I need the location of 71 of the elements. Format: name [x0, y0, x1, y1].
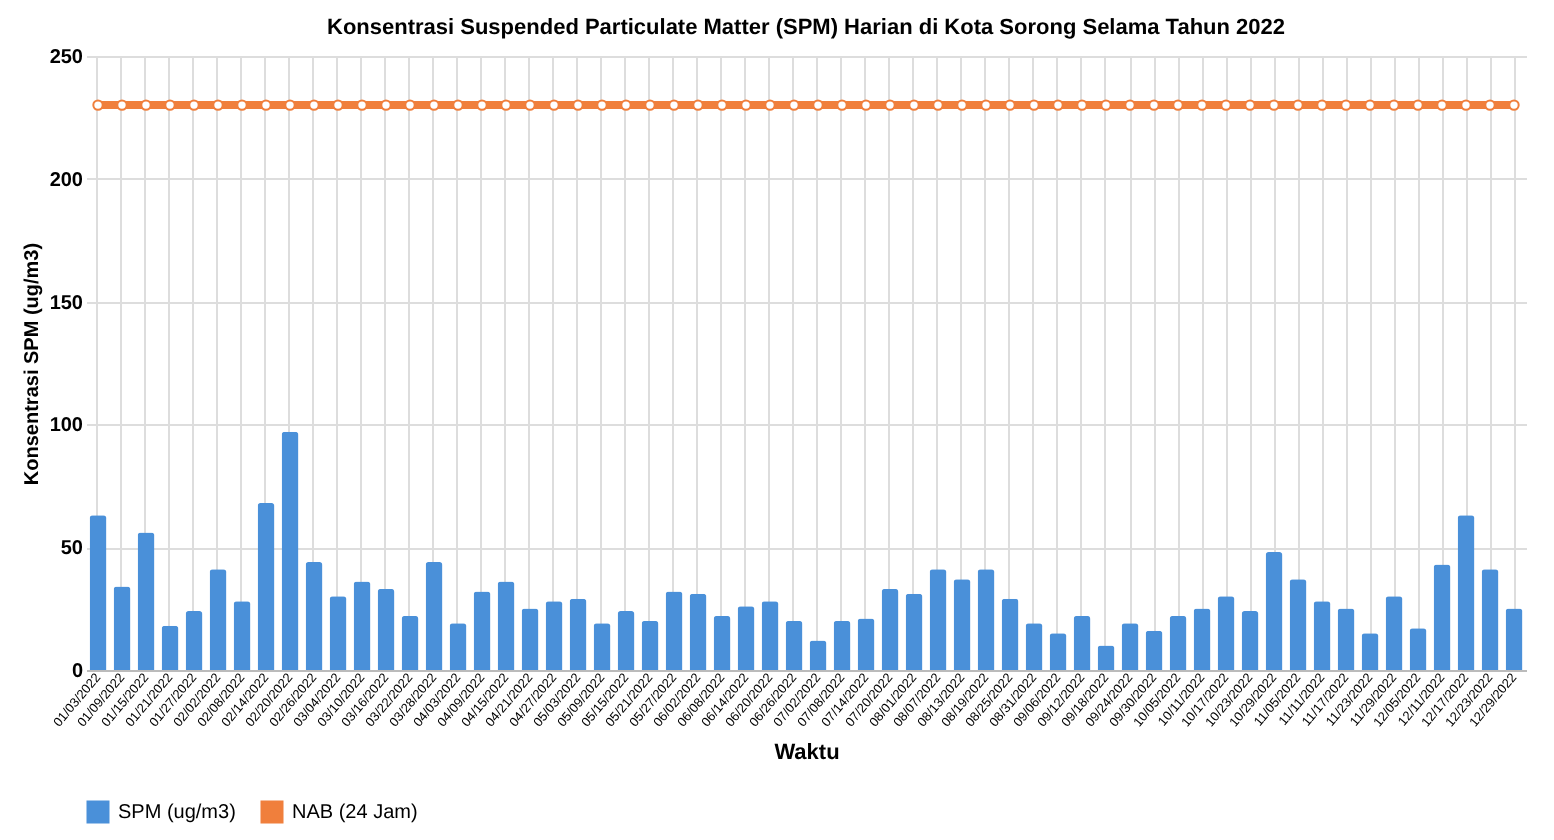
- bar: [161, 625, 179, 670]
- bar: [473, 591, 491, 670]
- bar: [1217, 596, 1235, 670]
- bar: [617, 611, 635, 670]
- bar: [1265, 552, 1283, 670]
- bar: [641, 620, 659, 670]
- bar: [689, 593, 707, 670]
- bar: [1433, 564, 1451, 670]
- bar: [113, 586, 131, 670]
- x-axis-title: Waktu: [774, 741, 840, 766]
- bar: [1001, 598, 1019, 670]
- bar: [761, 601, 779, 670]
- bar: [1073, 615, 1091, 670]
- bar: [305, 561, 323, 670]
- bar: [881, 588, 899, 670]
- bar: [449, 623, 467, 670]
- bar: [1289, 579, 1307, 670]
- legend-label: SPM (ug/m3): [118, 802, 236, 824]
- bar: [809, 640, 827, 670]
- bar: [185, 611, 203, 670]
- bar: [905, 593, 923, 670]
- bar: [1049, 633, 1067, 670]
- bar: [1193, 608, 1211, 670]
- bar: [713, 615, 731, 670]
- bar: [89, 515, 107, 670]
- bar: [1337, 608, 1355, 670]
- bar: [1097, 645, 1115, 670]
- bar: [521, 608, 539, 670]
- bar: [785, 620, 803, 670]
- bar: [377, 588, 395, 670]
- bar: [1385, 596, 1403, 670]
- chart-title: Konsentrasi Suspended Particulate Matter (SPM) Harian di Kota Sorong Selama Tahun 2022: [326, 16, 1286, 40]
- bar: [1169, 615, 1187, 670]
- bar: [353, 581, 371, 670]
- bar: [569, 598, 587, 670]
- bar: [929, 569, 947, 670]
- bar: [329, 596, 347, 670]
- bar: [497, 581, 515, 670]
- bar: [833, 620, 851, 670]
- y-tick-label: 200: [49, 169, 84, 192]
- bar: [257, 502, 275, 670]
- bar: [953, 579, 971, 670]
- bar: [1121, 623, 1139, 670]
- bar: [1145, 630, 1163, 670]
- bar: [665, 591, 683, 670]
- y-tick-label: 250: [49, 47, 84, 69]
- bar: [1409, 628, 1427, 670]
- bar: [401, 615, 419, 670]
- bar: [857, 618, 875, 670]
- legend-label: NAB (24 Jam): [292, 802, 418, 824]
- y-tick-label: 50: [60, 538, 84, 561]
- y-tick-label: 0: [71, 661, 84, 683]
- bar: [137, 532, 155, 670]
- bar: [1241, 611, 1259, 670]
- bar: [1457, 515, 1475, 670]
- bar: [1361, 633, 1379, 670]
- bar: [1025, 623, 1043, 670]
- bar: [593, 623, 611, 670]
- bar: [977, 569, 995, 670]
- bar: [425, 561, 443, 670]
- bar: [1481, 569, 1499, 670]
- y-tick-label: 150: [49, 292, 84, 315]
- bar: [737, 606, 755, 670]
- bar: [1313, 601, 1331, 670]
- bar: [233, 601, 251, 670]
- bar: [1505, 608, 1523, 670]
- bar: [545, 601, 563, 670]
- bar: [281, 431, 299, 670]
- bar: [209, 569, 227, 670]
- y-axis-title: Konsentrasi SPM (ug/m3): [21, 242, 44, 486]
- y-tick-label: 100: [49, 415, 84, 438]
